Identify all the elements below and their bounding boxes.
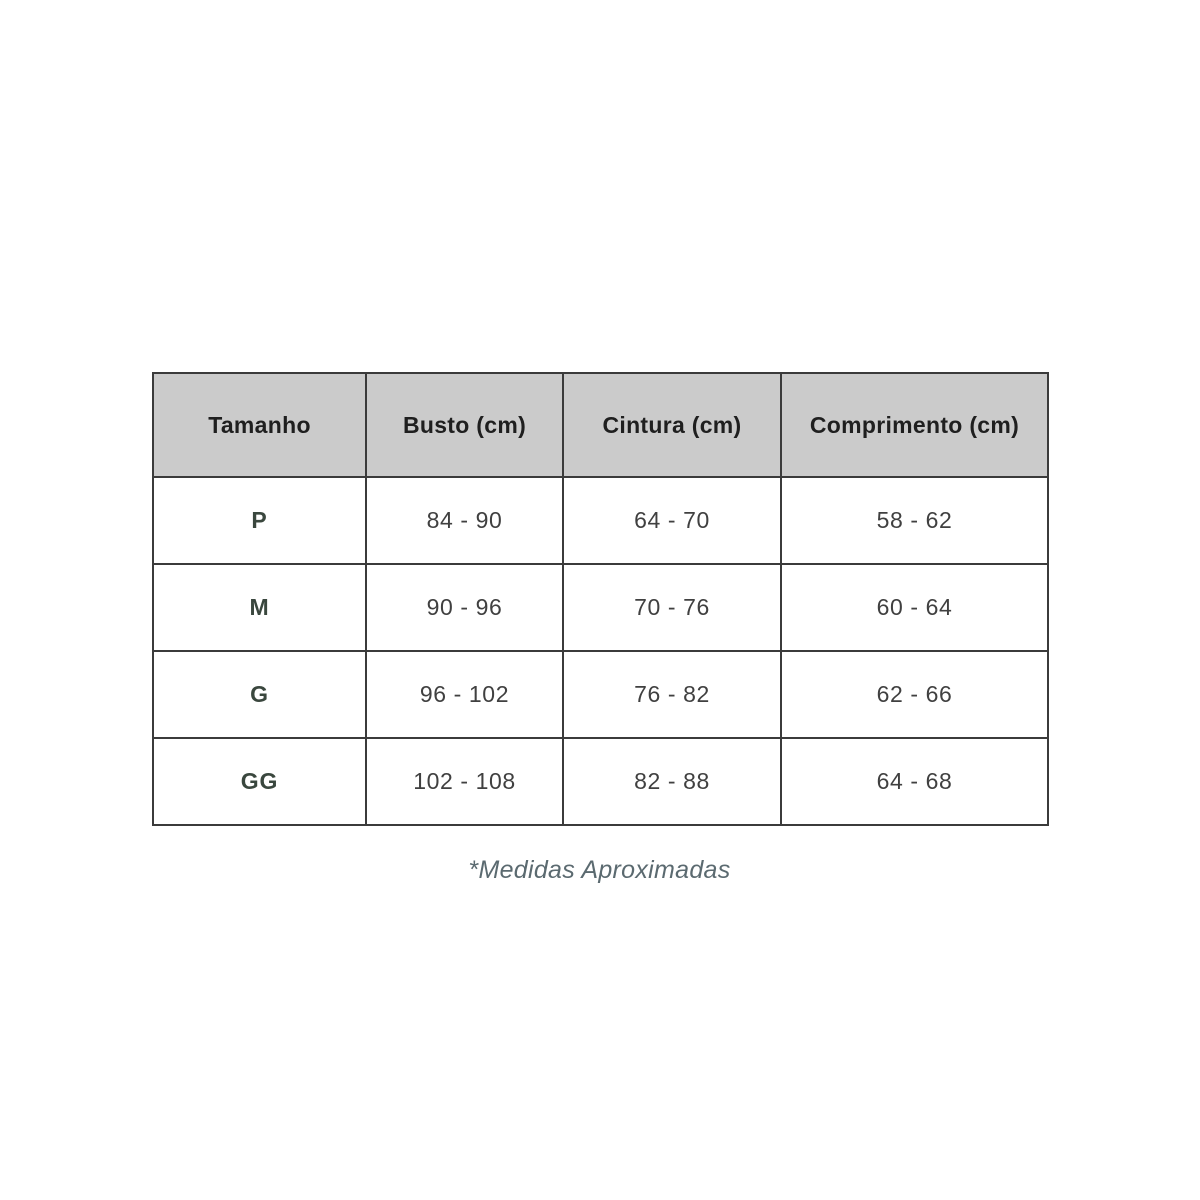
- size-chart-table: Tamanho Busto (cm) Cintura (cm) Comprime…: [152, 372, 1049, 826]
- col-header-tamanho: Tamanho: [152, 372, 367, 478]
- busto-value-m: 90 - 96: [365, 563, 564, 652]
- size-label-gg: GG: [152, 737, 367, 826]
- table-row: GG 102 - 108 82 - 88 64 - 68: [152, 737, 1049, 826]
- busto-value-g: 96 - 102: [365, 650, 564, 739]
- col-header-busto: Busto (cm): [365, 372, 564, 478]
- col-header-comprimento: Comprimento (cm): [780, 372, 1049, 478]
- footnote: *Medidas Aproximadas: [468, 856, 731, 884]
- comprimento-value-g: 62 - 66: [780, 650, 1049, 739]
- header-row: Tamanho Busto (cm) Cintura (cm) Comprime…: [152, 372, 1049, 478]
- busto-value-p: 84 - 90: [365, 476, 564, 565]
- comprimento-value-gg: 64 - 68: [780, 737, 1049, 826]
- comprimento-value-p: 58 - 62: [780, 476, 1049, 565]
- busto-value-gg: 102 - 108: [365, 737, 564, 826]
- table-row: G 96 - 102 76 - 82 62 - 66: [152, 650, 1049, 739]
- cintura-value-p: 64 - 70: [562, 476, 782, 565]
- table-row: P 84 - 90 64 - 70 58 - 62: [152, 476, 1049, 565]
- size-label-m: M: [152, 563, 367, 652]
- table-row: M 90 - 96 70 - 76 60 - 64: [152, 563, 1049, 652]
- col-header-cintura: Cintura (cm): [562, 372, 782, 478]
- size-label-p: P: [152, 476, 367, 565]
- cintura-value-m: 70 - 76: [562, 563, 782, 652]
- cintura-value-gg: 82 - 88: [562, 737, 782, 826]
- size-label-g: G: [152, 650, 367, 739]
- comprimento-value-m: 60 - 64: [780, 563, 1049, 652]
- cintura-value-g: 76 - 82: [562, 650, 782, 739]
